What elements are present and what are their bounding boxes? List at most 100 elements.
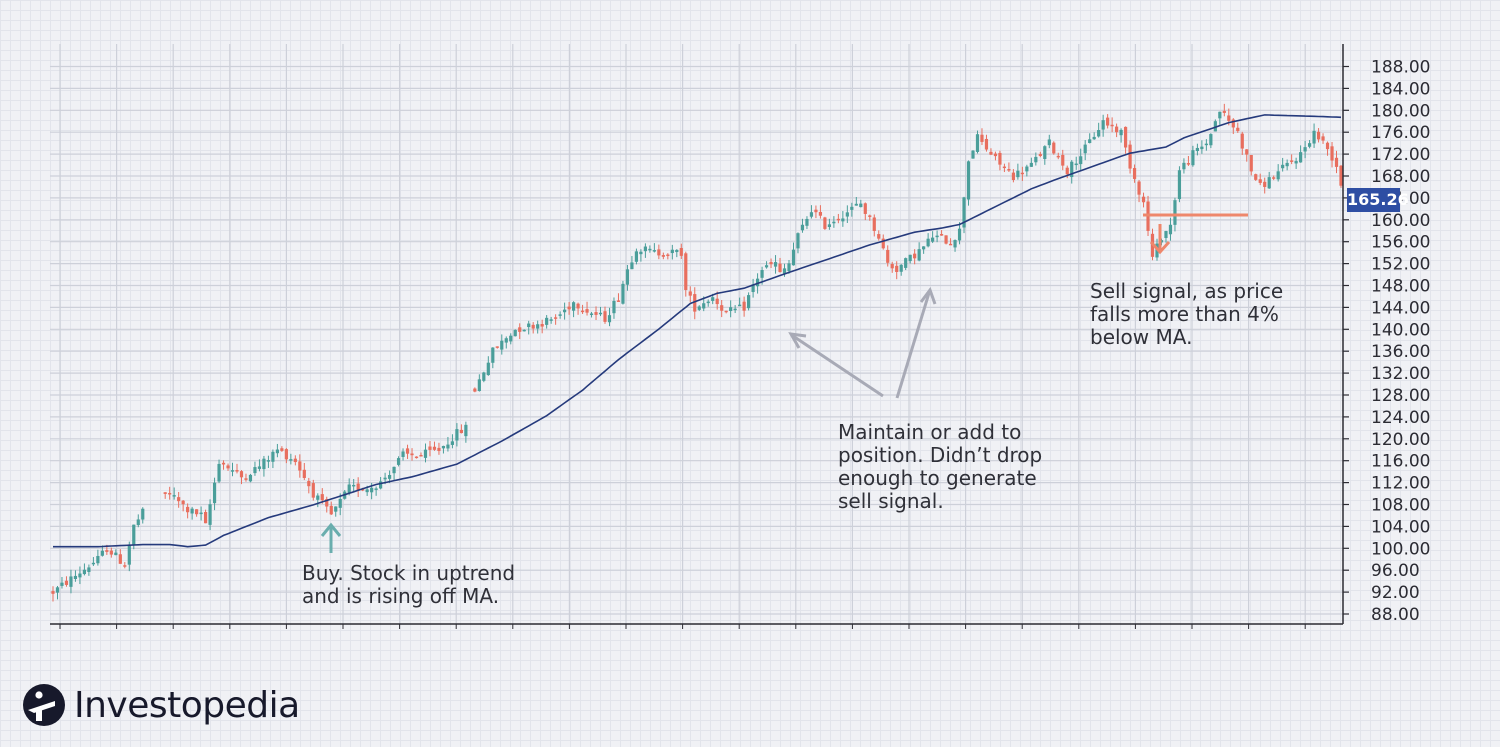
candle-body: [1088, 139, 1092, 144]
candle-body: [751, 284, 755, 293]
candle-body: [580, 310, 585, 313]
candle-body: [935, 235, 939, 238]
candle-body: [504, 338, 508, 343]
candle-body: [576, 303, 580, 309]
candle-body: [51, 591, 55, 594]
candle-body: [1128, 144, 1132, 169]
candle-body: [203, 511, 208, 524]
candle-body: [531, 324, 535, 329]
candle-body: [1245, 149, 1249, 155]
candle-body: [437, 447, 441, 452]
candle-body: [787, 263, 791, 272]
candle-body: [455, 429, 459, 441]
candle-body: [796, 233, 800, 249]
candle-body: [841, 218, 845, 222]
candle-body: [657, 249, 661, 256]
candle-body: [648, 248, 652, 251]
candle-body: [908, 254, 912, 262]
candle-body: [791, 249, 796, 266]
candle-body: [513, 329, 517, 337]
candle-body: [1325, 142, 1330, 150]
candle-body: [1285, 162, 1289, 167]
candle-body: [890, 264, 894, 269]
candle-body: [702, 303, 706, 309]
candle-body: [1316, 131, 1321, 140]
candle-body: [782, 268, 787, 274]
candle-body: [1303, 147, 1307, 152]
candle-body: [141, 508, 145, 520]
candle-body: [850, 206, 854, 210]
candle-body: [491, 347, 495, 363]
candle-body: [60, 582, 64, 586]
candle-body: [100, 550, 104, 556]
candle-body: [181, 500, 185, 505]
candle-body: [239, 471, 244, 478]
candle-body: [630, 262, 634, 270]
candle-body: [1209, 134, 1213, 146]
candle-body: [975, 134, 980, 152]
sell-annotation-line: Sell signal, as price: [1090, 279, 1284, 303]
candle-body: [904, 258, 908, 268]
candle-body: [1065, 167, 1069, 175]
candle-body: [679, 248, 683, 256]
y-tick-label: 128.00: [1371, 386, 1430, 406]
candle-body: [585, 309, 589, 313]
candle-body: [957, 228, 962, 241]
candle-body: [195, 509, 199, 515]
candle-body: [1106, 117, 1110, 126]
maintain-annotation-line: enough to generate: [838, 466, 1037, 490]
candle-body: [401, 451, 405, 457]
candle-body: [1164, 231, 1168, 239]
candle-body: [1177, 170, 1182, 200]
candle-body: [1052, 142, 1056, 154]
candle-body: [895, 265, 899, 273]
candle-body: [944, 235, 948, 244]
candle-body: [1195, 147, 1199, 152]
candle-body: [284, 449, 288, 460]
candle-body: [1218, 111, 1222, 119]
y-tick-label: 188.00: [1371, 58, 1430, 78]
candle-body: [1272, 177, 1276, 179]
candle-body: [347, 484, 351, 494]
y-tick-label: 100.00: [1371, 539, 1430, 559]
candle-body: [1339, 165, 1343, 186]
current-price-badge: 165.26: [1347, 188, 1409, 212]
candle-body: [365, 489, 369, 493]
major-gridlines: [50, 44, 1343, 624]
candle-body: [827, 224, 831, 228]
candle-body: [370, 487, 374, 493]
candle-body: [989, 151, 993, 155]
buy-arrow: [320, 522, 342, 553]
candle-body: [477, 379, 481, 392]
candle-body: [1119, 129, 1123, 136]
candle-body: [598, 312, 603, 315]
investopedia-logo[interactable]: Investopedia: [22, 682, 300, 728]
candle-body: [747, 295, 751, 309]
candle-body: [760, 270, 764, 278]
candle-body: [482, 372, 486, 381]
candle-body: [136, 519, 140, 525]
candle-body: [1123, 126, 1128, 148]
candle-body: [248, 474, 253, 482]
candle-body: [168, 492, 172, 495]
candle-body: [1020, 172, 1024, 175]
candle-body: [266, 460, 271, 462]
annotation-arrows: [320, 213, 1248, 553]
candle-body: [289, 459, 293, 461]
candle-body: [1083, 144, 1087, 154]
candle-body: [733, 308, 737, 311]
candle-body: [675, 249, 679, 253]
candle-body: [612, 300, 616, 314]
candle-body: [818, 211, 823, 216]
candle-body: [922, 246, 926, 250]
candle-body: [500, 340, 504, 350]
candle-body: [118, 554, 122, 564]
y-tick-label: 144.00: [1371, 298, 1430, 318]
candle-body: [1254, 174, 1258, 180]
candle-body: [1168, 224, 1173, 235]
candle-body: [522, 329, 526, 332]
candle-body: [235, 470, 239, 472]
y-tick-label: 140.00: [1371, 320, 1430, 340]
moving-average-line: [53, 114, 1342, 548]
candle-body: [352, 484, 356, 487]
